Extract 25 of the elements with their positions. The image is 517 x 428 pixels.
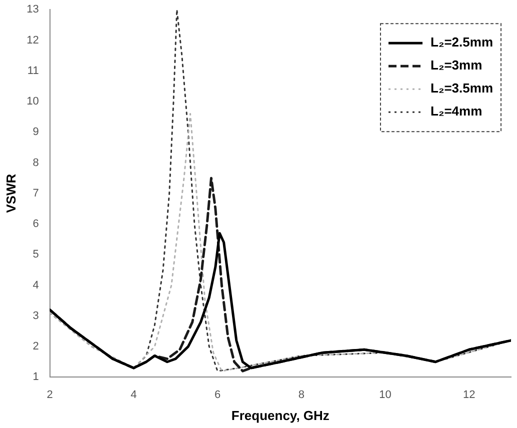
x-tick-label: 4: [130, 388, 137, 401]
y-tick-label: 10: [26, 96, 39, 108]
y-tick-label: 3: [32, 310, 39, 322]
y-tick-label: 2: [32, 340, 39, 353]
y-tick-label: 12: [26, 34, 39, 46]
legend-label: L₂=3.5mm: [430, 80, 493, 96]
y-tick-label: 4: [32, 279, 39, 292]
x-tick-label: 10: [379, 388, 392, 401]
y-tick-label: 7: [32, 187, 39, 200]
x-tick-label: 12: [462, 388, 476, 401]
x-tick-label: 8: [298, 388, 304, 401]
y-tick-label: 5: [32, 248, 39, 261]
y-tick-label: 11: [27, 64, 39, 77]
y-tick-label: 6: [32, 218, 39, 230]
legend-label: L₂=2.5mm: [430, 34, 493, 50]
legend-label: L₂=4mm: [430, 104, 482, 119]
y-tick-label: 9: [32, 126, 39, 138]
y-tick-label: 1: [32, 371, 39, 384]
legend-label: L₂=3mm: [430, 58, 482, 73]
x-tick-label: 6: [214, 388, 221, 401]
y-tick-label: 8: [32, 156, 39, 169]
y-axis-title: VSWR: [3, 173, 18, 213]
x-axis-title: Frequency, GHz: [231, 408, 330, 423]
y-tick-label: 13: [26, 4, 39, 16]
x-tick-label: 2: [46, 388, 53, 401]
